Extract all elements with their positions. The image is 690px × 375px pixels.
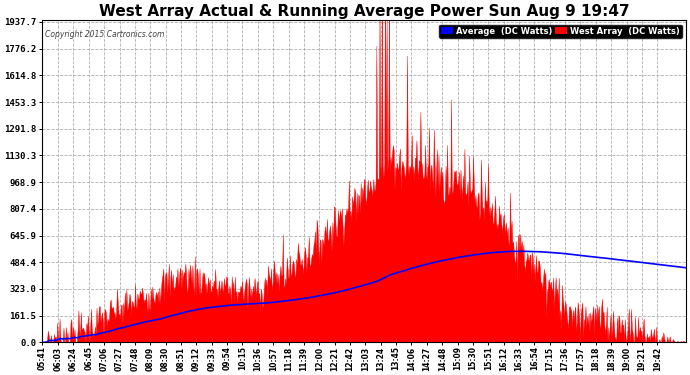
Legend: Average  (DC Watts), West Array  (DC Watts): Average (DC Watts), West Array (DC Watts… — [439, 24, 682, 38]
Title: West Array Actual & Running Average Power Sun Aug 9 19:47: West Array Actual & Running Average Powe… — [99, 4, 629, 19]
Text: Copyright 2015 Cartronics.com: Copyright 2015 Cartronics.com — [45, 30, 165, 39]
